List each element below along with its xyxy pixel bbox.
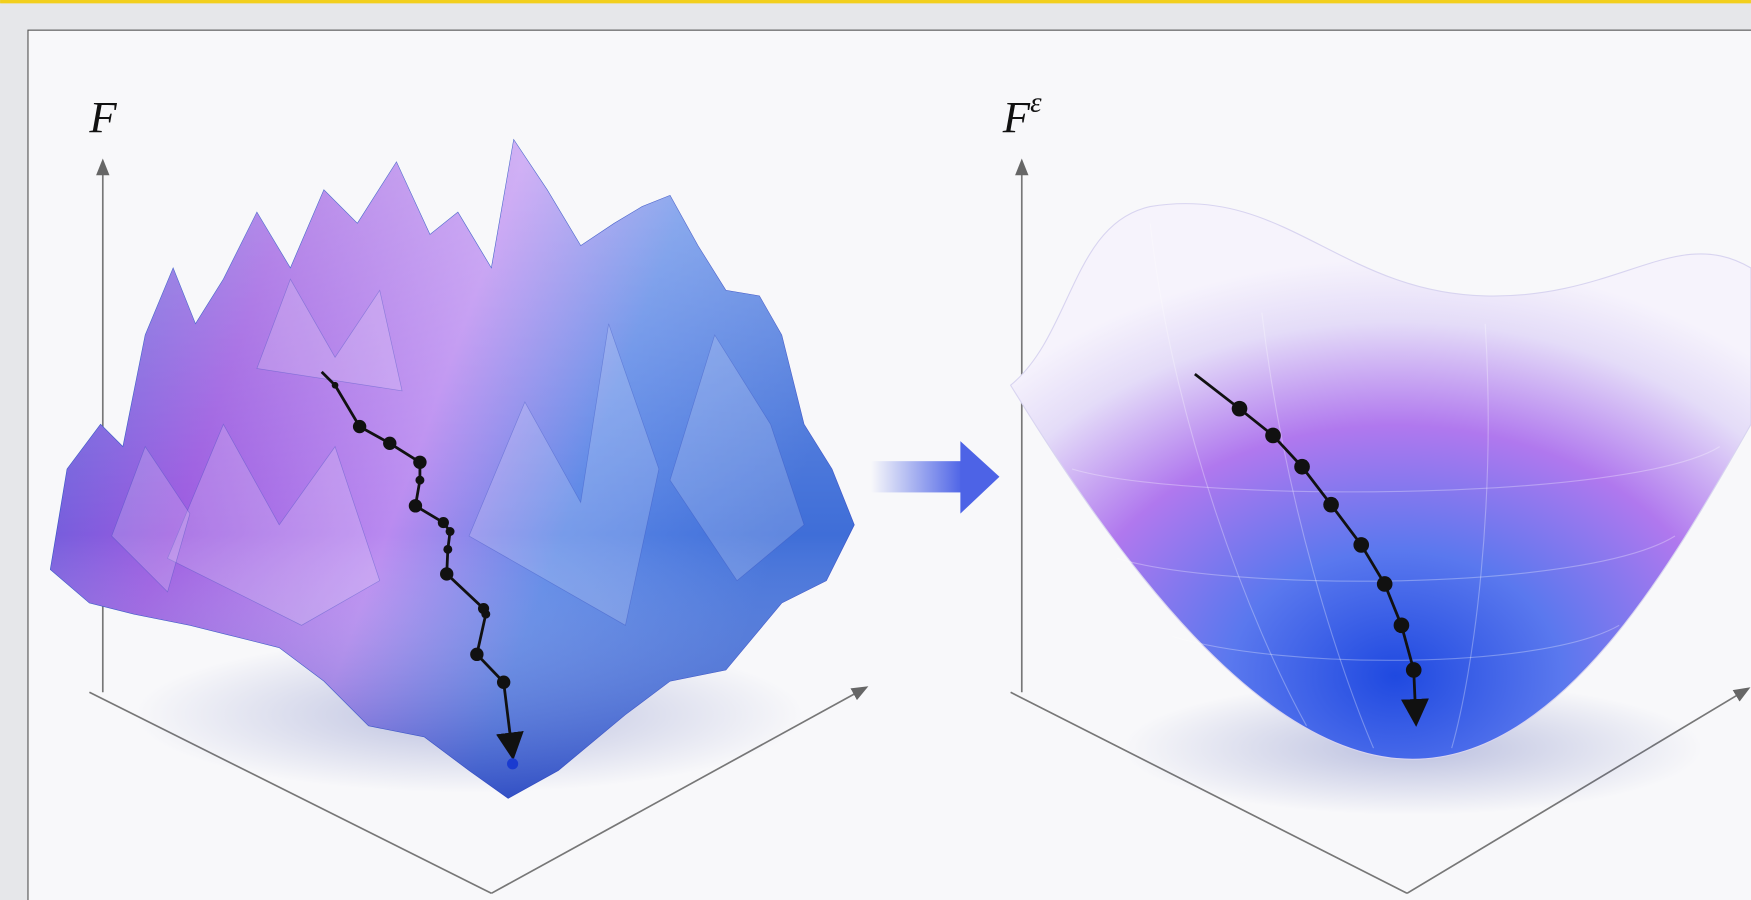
ridges [111,278,805,626]
descent-path [1193,372,1429,727]
minimum [507,758,519,770]
path-points [1231,400,1422,678]
shading [50,139,855,799]
label-superscript: ε [1030,87,1042,119]
label-f: F [88,92,117,142]
top-bar [0,0,1751,4]
transform-arrow [871,441,1000,514]
path-points [331,381,511,689]
smooth-bowl [1009,202,1751,760]
label-f-eps: Fε [1002,87,1042,142]
mesh [1071,223,1720,749]
label-base: F [1002,92,1031,142]
